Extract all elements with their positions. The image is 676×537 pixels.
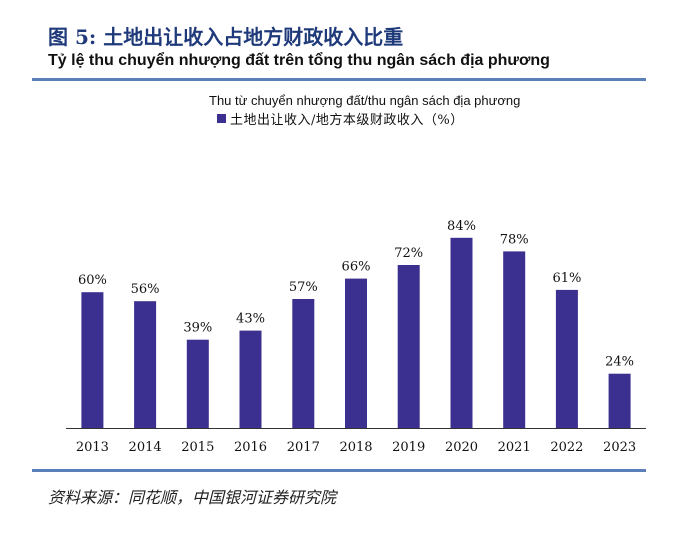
x-tick-label-2016: 2016	[234, 440, 267, 455]
data-label-2014: 56%	[131, 282, 160, 297]
data-label-2016: 43%	[236, 312, 265, 327]
bar-2023	[608, 373, 631, 428]
x-tick-label-2021: 2021	[498, 440, 531, 455]
bar-2021	[503, 251, 526, 428]
data-label-2015: 39%	[183, 321, 212, 336]
figure-subtitle: Tỷ lệ thu chuyển nhượng đất trên tổng th…	[48, 52, 550, 69]
bar-2017	[292, 299, 315, 428]
x-tick-label-2019: 2019	[392, 440, 425, 455]
data-label-2013: 60%	[78, 273, 107, 288]
bar-2018	[345, 278, 367, 428]
bottom-rule	[32, 469, 646, 472]
source-note: 资料来源：同花顺，中国银河证券研究院	[48, 488, 337, 507]
legend: 土地出让收入/地方本级财政收入（%）	[217, 109, 464, 128]
bar-2016	[239, 330, 262, 428]
data-label-2019: 72%	[394, 246, 423, 261]
legend-series-label: 土地出让收入/地方本级财政收入（%）	[230, 113, 464, 128]
bar-2015	[186, 339, 209, 428]
x-tick-label-2022: 2022	[550, 440, 583, 455]
bar-2020	[450, 237, 473, 428]
legend-caption: Thu từ chuyển nhượng đất/thu ngân sách đ…	[209, 93, 521, 108]
x-tick-label-2015: 2015	[181, 440, 214, 455]
x-tick-label-2023: 2023	[603, 440, 636, 455]
top-rule	[32, 78, 646, 81]
data-label-2022: 61%	[552, 271, 581, 286]
figure-title: 图 5: 土地出让收入占地方财政收入比重	[48, 25, 404, 49]
x-tick-label-2018: 2018	[339, 440, 372, 455]
x-tick-label-2020: 2020	[445, 440, 478, 455]
x-tick-label-2013: 2013	[76, 440, 109, 455]
legend-swatch	[217, 114, 226, 123]
bar-2019	[397, 265, 420, 428]
bar-2022	[555, 289, 578, 428]
data-label-2021: 78%	[500, 232, 529, 247]
data-label-2018: 66%	[342, 260, 371, 275]
x-tick-label-2014: 2014	[129, 440, 162, 455]
data-label-2020: 84%	[447, 219, 476, 234]
bar-2014	[134, 301, 157, 428]
bar-2013	[81, 292, 104, 428]
data-label-2017: 57%	[289, 280, 318, 295]
data-label-2023: 24%	[605, 355, 634, 370]
x-tick-label-2017: 2017	[287, 440, 320, 455]
